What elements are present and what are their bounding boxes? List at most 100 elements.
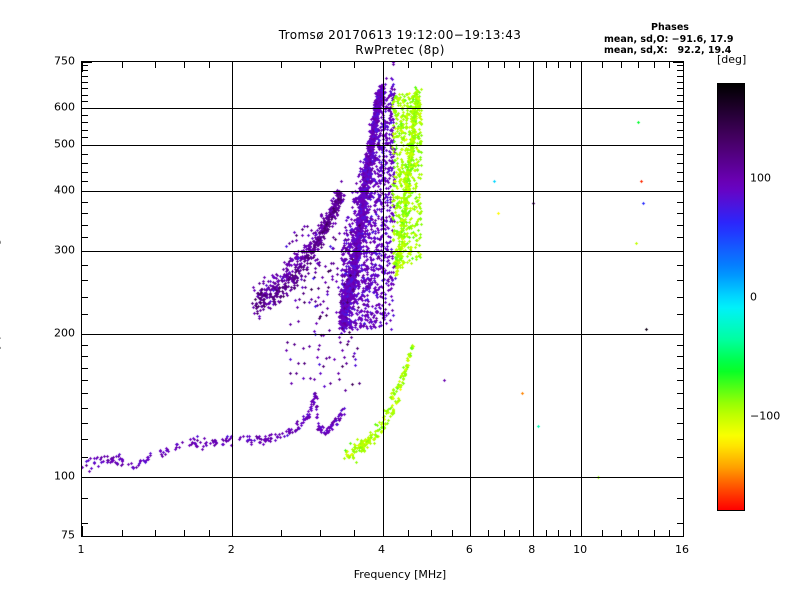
y-tick [82,145,92,147]
y-tick [82,344,88,346]
y-tick-label: 100 [54,469,75,483]
y-tick [82,62,92,63]
y-tick [673,62,683,63]
y-tick [82,280,88,282]
x-tick [121,530,123,536]
phase-stats-o-row: mean, sd,O: −91.6, 17.9 [604,33,734,45]
plot-title-line1: Tromsø 20170613 19:12:00−19:13:43 [278,28,522,42]
y-tick [677,76,683,78]
x-tick [470,62,472,72]
x-tick [232,62,234,72]
x-tick [487,62,489,68]
y-tick [82,122,88,124]
y-tick [677,171,683,173]
gridline-v [232,62,234,536]
x-tick [154,62,156,68]
x-tick [503,62,505,68]
x-tick [408,530,410,536]
x-tick [532,62,534,72]
y-tick-label: 200 [54,326,75,340]
y-tick [82,114,88,116]
x-tick [320,530,322,536]
y-tick-label: 75 [61,528,75,542]
y-tick [82,439,88,441]
y-tick [677,213,683,215]
x-tick [430,530,432,536]
x-tick-label: 1 [77,543,85,556]
x-tick [545,62,547,68]
y-tick [82,407,88,409]
x-tick [545,530,547,536]
y-tick [82,237,88,239]
y-tick [677,439,683,441]
x-tick-label: 8 [528,543,536,556]
y-tick [82,522,88,524]
x-tick [353,530,355,536]
x-tick [82,62,83,72]
x-tick [82,526,83,536]
x-tick [183,62,185,68]
y-tick [677,162,683,164]
y-tick [673,476,683,478]
y-tick [82,82,88,84]
x-tick [637,62,639,68]
x-tick [532,526,534,536]
y-tick [82,355,88,357]
y-tick [82,250,92,252]
y-tick [673,191,683,193]
x-tick [669,62,670,68]
x-tick [320,62,322,68]
y-tick [677,114,683,116]
x-tick [382,526,384,536]
colorbar-unit-label: [deg] [717,53,747,66]
y-tick [677,101,683,103]
y-tick [82,137,88,139]
y-tick [677,422,683,424]
x-tick [353,62,355,68]
y-tick [677,137,683,139]
colorbar-tick-label: 0 [750,290,757,304]
x-tick [518,62,520,68]
x-tick [470,526,472,536]
y-tick [82,536,92,537]
x-tick [581,526,583,536]
y-tick-label: 500 [54,137,75,151]
colorbar-tick-label: −100 [750,409,781,423]
x-tick [620,62,622,68]
x-tick [637,530,639,536]
y-tick [677,82,683,84]
colorbar [717,83,745,511]
x-tick [654,530,656,536]
x-tick-label: 6 [465,543,473,556]
y-tick [677,522,683,524]
x-tick [121,62,123,68]
y-tick [82,314,88,316]
y-tick [82,367,88,369]
x-tick [601,62,603,68]
y-tick [677,201,683,203]
plot-area [81,61,684,537]
y-tick [677,64,683,66]
x-tick [154,530,156,536]
y-tick [82,76,88,78]
gridline-v [470,62,472,536]
x-tick [620,530,622,536]
y-tick [677,380,683,382]
x-tick [232,526,234,536]
x-tick-label: 10 [573,543,588,556]
gridline-v [532,62,534,536]
x-tick [408,62,410,68]
x-tick [518,530,520,536]
y-tick [673,334,683,336]
colorbar-gradient [718,84,744,510]
x-tick-label: 16 [675,543,689,556]
y-tick [82,129,88,131]
y-tick [677,264,683,266]
y-tick [677,280,683,282]
y-tick [673,145,683,147]
y-axis-title: Stationary phase Virtual Height [km] [0,198,2,400]
y-tick-label: 400 [54,183,75,197]
y-tick [673,250,683,252]
y-tick [82,380,88,382]
